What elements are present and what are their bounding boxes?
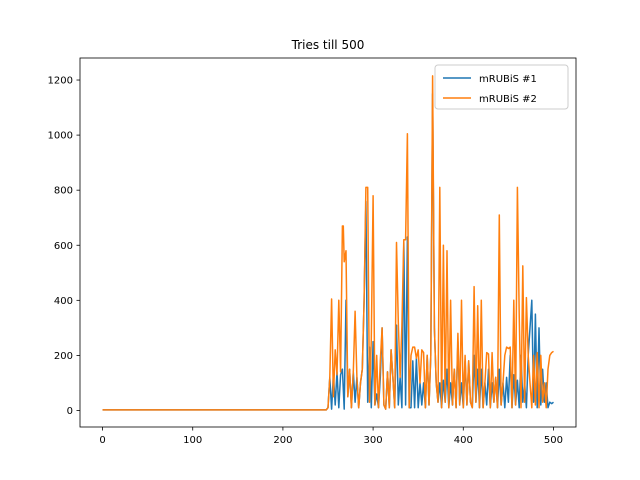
- y-tick-label: 400: [54, 296, 73, 307]
- plot-frame: [79, 57, 577, 428]
- y-tick-label: 1000: [48, 131, 73, 142]
- axes-layer: 0 100 200 300 400 500 0 200 400 600 800 1000 1200: [48, 57, 577, 446]
- x-tick-label: 200: [273, 435, 292, 446]
- x-tick-label: 300: [364, 435, 383, 446]
- x-tick-label: 0: [99, 435, 105, 446]
- series-line-2: [102, 75, 554, 411]
- y-tick-label: 200: [54, 351, 73, 362]
- legend-label-1: mRUBiS #1: [479, 74, 537, 85]
- legend-label-2: mRUBiS #2: [479, 94, 537, 105]
- y-tick-label: 800: [54, 186, 73, 197]
- y-tick-label: 0: [67, 406, 73, 417]
- series-layer: [102, 75, 554, 411]
- x-tick-label: 500: [544, 435, 563, 446]
- x-tick-label: 100: [183, 435, 202, 446]
- x-tick-label: 400: [454, 435, 473, 446]
- y-tick-label: 1200: [48, 76, 73, 87]
- legend: mRUBiS #1 mRUBiS #2: [434, 64, 569, 110]
- chart-title: Tries till 500: [291, 38, 365, 52]
- y-tick-label: 600: [54, 241, 73, 252]
